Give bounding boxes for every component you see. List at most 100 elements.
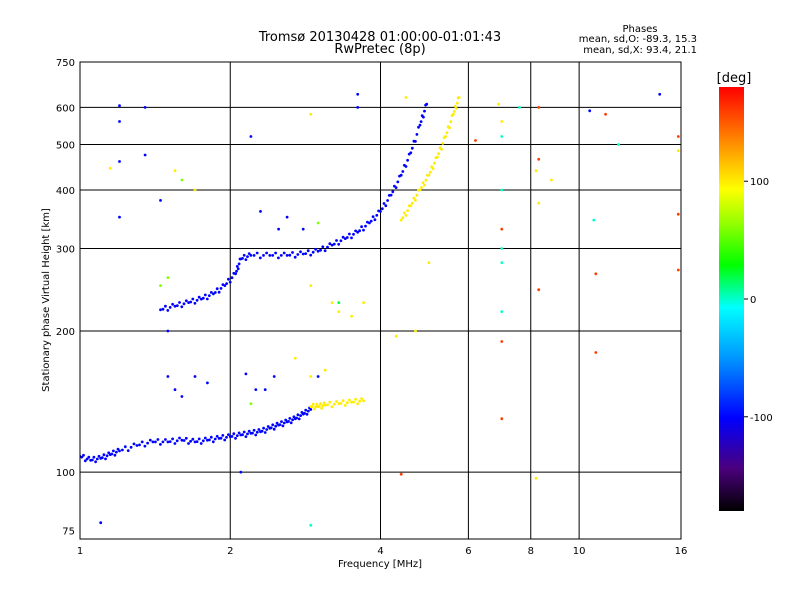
trace-point <box>138 443 141 447</box>
trace-point <box>168 306 172 309</box>
scatter-point <box>173 388 177 391</box>
trace-point <box>375 213 379 217</box>
trace-point <box>262 426 265 430</box>
y-tick-label: 300 <box>56 245 75 256</box>
scatter-point <box>617 143 620 146</box>
scatter-point <box>118 160 121 163</box>
scatter-point <box>239 470 243 474</box>
trace-point <box>422 115 425 119</box>
trace-point <box>295 416 298 420</box>
scatter-point <box>534 169 538 173</box>
trace-point <box>362 399 365 403</box>
trace-point <box>409 204 413 208</box>
x-tick-label: 10 <box>573 546 586 557</box>
scatter-point <box>356 106 360 109</box>
scatter-point <box>143 153 147 157</box>
trace-point <box>121 448 124 452</box>
trace-point <box>94 460 97 464</box>
trace-point <box>271 423 275 427</box>
scatter-point <box>118 120 121 123</box>
scatter-point <box>362 301 365 304</box>
trace-point <box>246 432 249 436</box>
trace-point <box>304 252 308 256</box>
trace-point <box>235 265 239 268</box>
trace-point <box>154 440 157 444</box>
scatter-point <box>180 178 184 182</box>
trace-point <box>288 253 292 257</box>
trace-point <box>453 110 456 113</box>
trace-point <box>360 397 363 400</box>
trace-point <box>354 397 357 401</box>
trace-point <box>244 258 248 261</box>
trace-point <box>156 438 160 441</box>
trace-point <box>440 147 443 151</box>
trace-point <box>201 439 205 443</box>
colorbar-ticks: 100 0 -100 <box>744 177 773 424</box>
trace-point <box>279 254 283 257</box>
scatter-point <box>537 157 541 161</box>
trace-point <box>236 267 240 271</box>
trace-point <box>401 170 405 173</box>
trace-point <box>332 242 336 246</box>
plot-frame <box>79 61 682 540</box>
trace-point <box>182 439 186 442</box>
trace-point <box>282 251 286 255</box>
trace-point <box>223 438 227 442</box>
trace-point <box>356 402 359 406</box>
scatter-point <box>500 188 504 192</box>
y-tick-label: 750 <box>56 58 75 69</box>
trace-point <box>306 409 310 413</box>
trace-point <box>285 254 289 257</box>
trace-point <box>211 440 215 444</box>
trace-point <box>418 123 422 127</box>
scatter-point <box>166 276 170 279</box>
trace-point <box>228 280 232 284</box>
trace-point <box>175 439 179 443</box>
colorbar <box>719 87 744 511</box>
scatter-point <box>534 476 538 480</box>
scatter-point <box>118 215 121 219</box>
trace-point <box>394 186 398 190</box>
trace-point <box>237 431 241 435</box>
trace-point <box>246 255 249 258</box>
trace-point <box>252 428 256 432</box>
x-axis-ticks: 1 2 4 6 8 10 16 <box>77 546 688 557</box>
trace-point <box>299 414 302 417</box>
trace-point <box>175 304 179 307</box>
trace-point <box>356 230 360 234</box>
trace-point <box>424 178 428 182</box>
trace-point <box>326 403 329 407</box>
trace-point <box>348 398 351 402</box>
x-tick-label: 4 <box>377 546 383 557</box>
trace-point <box>173 442 177 445</box>
trace-point <box>396 180 400 184</box>
trace-point <box>113 453 117 457</box>
trace-point <box>453 104 457 108</box>
y-tick-label: 75 <box>62 527 75 538</box>
trace-point <box>168 440 172 443</box>
trace-point <box>445 131 449 135</box>
data-points <box>80 92 680 527</box>
trace-point <box>164 304 167 308</box>
scatter-point <box>309 284 313 287</box>
trace-point <box>235 434 239 437</box>
trace-point <box>384 204 388 208</box>
scatter-point <box>550 178 553 182</box>
y-tick-label: 400 <box>56 186 75 197</box>
trace-point <box>444 135 447 138</box>
trace-point <box>352 232 355 236</box>
trace-point <box>403 211 406 215</box>
trace-point <box>182 302 186 306</box>
scatter-point <box>537 106 541 109</box>
scatter-point <box>173 169 177 173</box>
scatter-point <box>500 261 504 264</box>
scatter-point <box>588 109 592 113</box>
trace-point <box>237 262 241 266</box>
trace-point <box>262 254 265 257</box>
trace-point <box>427 173 431 177</box>
trace-point <box>234 272 238 276</box>
scatter-point <box>350 314 353 318</box>
scatter-point <box>330 301 334 304</box>
trace-point <box>409 151 413 155</box>
